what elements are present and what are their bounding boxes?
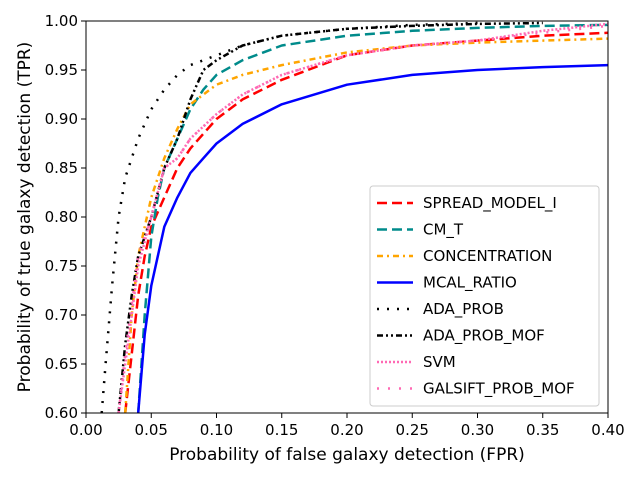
x-tick-label: 0.05 (135, 421, 168, 439)
legend-label-concentration: CONCENTRATION (423, 247, 552, 265)
y-axis-label: Probability of true galaxy detection (TP… (15, 42, 35, 393)
x-axis: 0.00 0.05 0.10 0.15 0.20 0.25 0.30 0.35 0.40 (69, 413, 625, 439)
legend-label-svm: SVM (423, 353, 456, 371)
y-tick-label: 0.90 (45, 110, 78, 128)
x-tick-label: 0.10 (200, 421, 233, 439)
legend-label-ada-prob-mof: ADA_PROB_MOF (423, 327, 545, 346)
series-line-cm-t (136, 23, 608, 413)
y-tick-label: 0.75 (45, 257, 78, 275)
legend-label-ada-prob: ADA_PROB (423, 300, 504, 319)
y-tick-label: 0.80 (45, 208, 78, 226)
y-tick-label: 0.60 (45, 404, 78, 422)
legend-label-mcal-ratio: MCAL_RATIO (423, 274, 517, 293)
y-tick-label: 1.00 (45, 12, 78, 30)
series-line-galsift-prob-mof (117, 24, 608, 413)
x-tick-label: 0.20 (330, 421, 363, 439)
x-axis-label: Probability of false galaxy detection (F… (169, 445, 525, 465)
x-tick-label: 0.00 (69, 421, 102, 439)
series-line-ada-prob-mof (117, 21, 543, 413)
y-axis: 0.60 0.65 0.70 0.75 0.80 0.85 0.90 0.95 1.00 (45, 12, 86, 422)
y-tick-label: 0.70 (45, 306, 78, 324)
legend: SPREAD_MODEL_I CM_T CONCENTRATION MCAL_RATI… (369, 185, 600, 407)
x-tick-label: 0.40 (591, 421, 624, 439)
x-tick-label: 0.35 (526, 421, 559, 439)
series-layer (100, 21, 608, 413)
y-tick-label: 0.65 (45, 355, 78, 373)
series-line-concentration (123, 37, 608, 413)
x-tick-label: 0.15 (265, 421, 298, 439)
y-tick-label: 0.95 (45, 61, 78, 79)
legend-label-cm-t: CM_T (423, 221, 464, 240)
x-tick-label: 0.25 (396, 421, 429, 439)
legend-box (369, 185, 600, 407)
y-tick-label: 0.85 (45, 159, 78, 177)
series-line-svm (117, 22, 608, 413)
x-tick-label: 0.30 (461, 421, 494, 439)
legend-label-galsift-prob-mof: GALSIFT_PROB_MOF (423, 380, 575, 399)
series-line-mcal-ratio (136, 63, 608, 413)
legend-label-spread-model-i: SPREAD_MODEL_I (423, 194, 557, 213)
